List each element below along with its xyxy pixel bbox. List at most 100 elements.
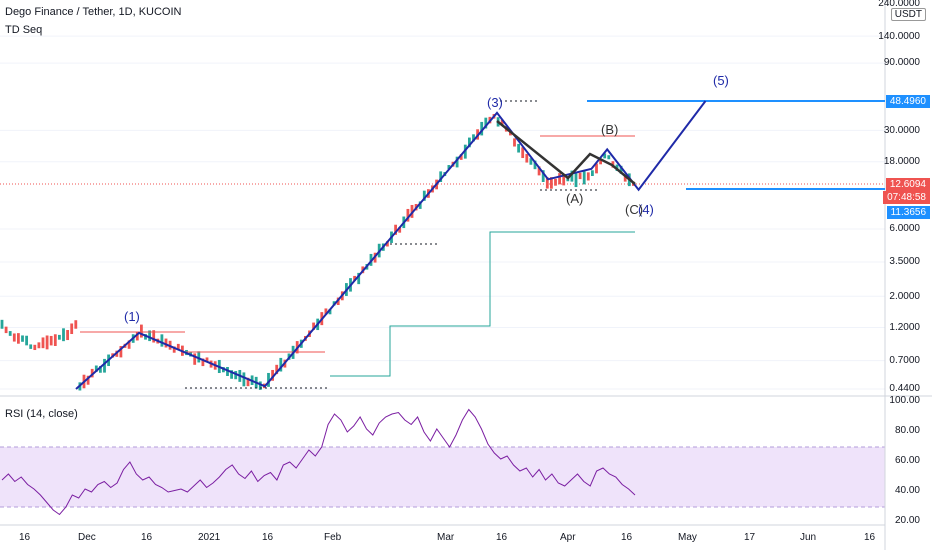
candle (53, 334, 57, 346)
candle (140, 324, 143, 338)
candle (455, 156, 459, 168)
price-tick: 3.5000 (889, 256, 920, 267)
price-tick: 2.0000 (889, 291, 920, 302)
candle (70, 323, 74, 335)
corrective-label-b: (B) (601, 122, 619, 137)
candle (517, 143, 520, 153)
candle (33, 344, 37, 351)
candle (94, 365, 98, 372)
candle (386, 241, 389, 247)
price-tick: 90.0000 (883, 57, 920, 68)
candle (86, 375, 90, 385)
candle (144, 334, 147, 340)
grid (0, 35, 885, 390)
candle (148, 330, 151, 342)
candle (562, 176, 566, 186)
candle (312, 322, 315, 330)
candle (37, 342, 41, 349)
time-tick: 16 (141, 532, 153, 543)
rsi-title: RSI (14, close) (5, 408, 78, 420)
candle (99, 366, 102, 373)
candle (258, 381, 262, 390)
rsi-tick: 60.00 (894, 455, 920, 466)
candle (558, 173, 561, 185)
candle (193, 353, 197, 365)
wave-label-5: (5) (713, 73, 729, 88)
candle (328, 309, 332, 315)
candle (160, 334, 164, 347)
candle (230, 370, 233, 379)
time-tick: Feb (324, 532, 342, 543)
candle (500, 119, 504, 125)
candle (197, 351, 201, 363)
candle (0, 319, 4, 329)
candle (279, 357, 283, 372)
candle (591, 170, 594, 176)
candle (468, 137, 471, 148)
candle (90, 368, 94, 378)
candle (41, 337, 45, 349)
price-tick: 140.0000 (878, 31, 920, 42)
time-tick: Mar (437, 532, 455, 543)
candle (324, 308, 328, 315)
chart-title: Dego Finance / Tether, 1D, KUCOIN (5, 6, 182, 18)
rsi-tick: 80.00 (894, 425, 920, 436)
elliott-wave-line (75, 100, 707, 390)
wave-label-4: (4) (638, 202, 654, 217)
time-tick: 16 (262, 532, 274, 543)
td-support-green (330, 231, 635, 377)
candle (513, 138, 516, 147)
currency-badge[interactable]: USDT (890, 8, 926, 21)
candle (406, 208, 410, 222)
target-price-tag-upper: 48.4960 (885, 95, 930, 108)
candle (554, 178, 557, 186)
price-tick: 0.4400 (889, 383, 920, 394)
candle (599, 159, 602, 165)
candle (353, 275, 356, 281)
candle (246, 377, 250, 387)
wave-label-1: (1) (124, 309, 140, 324)
time-tick: 2021 (198, 532, 221, 543)
candle (619, 165, 623, 174)
candle (480, 121, 484, 136)
last-price-tag: 12.6094 (885, 178, 930, 191)
candle (357, 272, 361, 285)
candle (418, 201, 422, 209)
corrective-label-a: (A) (566, 191, 584, 206)
candle (205, 357, 209, 363)
candle (4, 326, 8, 334)
candle (582, 171, 586, 185)
time-tick: 17 (744, 532, 756, 543)
candle (578, 172, 582, 180)
candle (574, 173, 578, 188)
corrective-label-c: (C) (625, 202, 644, 217)
candle (472, 134, 475, 142)
candle (267, 372, 270, 387)
candle (66, 330, 69, 341)
candle (62, 328, 65, 342)
candle (17, 333, 20, 344)
candle (603, 153, 607, 159)
candle (271, 369, 274, 381)
candle (152, 330, 156, 343)
candle (25, 335, 28, 346)
candle (242, 372, 246, 387)
time-tick: Dec (78, 532, 96, 543)
price-tick: 1.2000 (889, 322, 920, 333)
candle (21, 335, 24, 342)
candle (49, 335, 53, 346)
candle (127, 340, 131, 349)
candle (164, 338, 168, 348)
corrective-abc-line (496, 120, 636, 185)
candle (58, 334, 61, 340)
rsi-line (1, 408, 636, 516)
candle (119, 346, 123, 358)
time-tick: 16 (864, 532, 876, 543)
price-tick: 6.0000 (889, 223, 920, 234)
candle (135, 331, 139, 341)
price-tick: 30.0000 (883, 125, 920, 136)
candle (103, 358, 106, 373)
candle (541, 170, 545, 182)
candle (623, 176, 627, 182)
